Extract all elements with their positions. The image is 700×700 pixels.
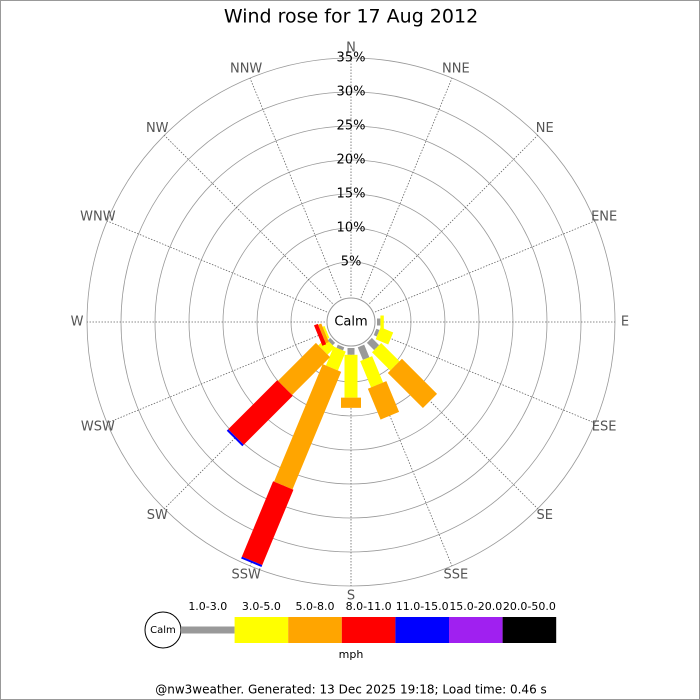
spoke xyxy=(360,77,453,299)
bar-segment xyxy=(372,343,400,371)
bar-segment xyxy=(325,346,346,371)
direction-label: W xyxy=(71,315,84,330)
legend-unit: mph xyxy=(339,648,364,661)
spoke xyxy=(249,77,342,299)
bar-segment xyxy=(241,556,263,567)
bar-segment xyxy=(336,344,345,351)
spoke xyxy=(374,220,596,313)
bar-segment xyxy=(228,380,293,445)
bar-segment xyxy=(327,337,336,346)
legend-swatch xyxy=(181,626,235,634)
direction-label: NE xyxy=(536,121,554,136)
bar-segment xyxy=(360,356,384,388)
r-tick-label: 20% xyxy=(337,153,366,168)
direction-label: WSW xyxy=(81,419,115,434)
bar-segment xyxy=(357,344,370,360)
legend-swatch xyxy=(341,617,396,643)
legend-swatch xyxy=(288,617,342,643)
legend-swatch xyxy=(395,617,449,643)
legend-swatch xyxy=(502,617,557,643)
bar-segment xyxy=(366,337,380,351)
grid-ring xyxy=(256,227,446,417)
direction-label: SW xyxy=(147,508,168,523)
direction-label: SSE xyxy=(443,568,468,583)
legend-label: 8.0-11.0 xyxy=(346,600,392,613)
legend-swatch xyxy=(449,617,503,643)
r-tick-label: 5% xyxy=(341,255,362,270)
bar-segment xyxy=(313,323,327,346)
direction-label: WNW xyxy=(80,210,116,225)
direction-label: ESE xyxy=(592,419,617,434)
bar-segment xyxy=(318,323,329,344)
spoke xyxy=(374,331,596,424)
bar-segment xyxy=(387,358,438,409)
bar-segment xyxy=(373,328,380,337)
calm-label: Calm xyxy=(334,315,367,330)
legend-label: 20.0-50.0 xyxy=(503,600,556,613)
spoke xyxy=(106,331,328,424)
direction-label: S xyxy=(347,589,355,604)
bar-segment xyxy=(241,481,294,566)
bar-segment xyxy=(226,429,244,447)
bar-segment xyxy=(274,364,342,490)
bar-segment xyxy=(380,315,384,329)
legend-label: 1.0-3.0 xyxy=(188,600,227,613)
bar-segment xyxy=(322,325,330,339)
direction-label: SSW xyxy=(231,568,261,583)
grid-ring xyxy=(154,125,548,519)
spoke xyxy=(369,135,538,304)
calm-circle xyxy=(326,297,376,347)
direction-label: NW xyxy=(146,121,169,136)
spoke xyxy=(106,220,328,313)
direction-label: ENE xyxy=(591,210,617,225)
spoke xyxy=(164,135,333,304)
bar-segment xyxy=(376,318,381,326)
direction-label: NNE xyxy=(442,61,470,76)
r-tick-label: 30% xyxy=(337,85,366,100)
bar-segment xyxy=(341,397,361,408)
legend-label: 3.0-5.0 xyxy=(242,600,281,613)
direction-label: SE xyxy=(537,508,553,523)
legend-calm-label: Calm xyxy=(150,625,176,636)
r-tick-label: 25% xyxy=(337,119,366,134)
direction-label: NNW xyxy=(230,61,262,76)
r-tick-label: 35% xyxy=(337,51,366,66)
legend-label: 11.0-15.0 xyxy=(396,600,449,613)
legend-swatch xyxy=(234,617,289,643)
chart-title: Wind rose for 17 Aug 2012 xyxy=(224,6,478,28)
bar-segment xyxy=(367,381,400,420)
footer: @nw3weather. Generated: 13 Dec 2025 19:1… xyxy=(155,683,547,697)
bar-segment xyxy=(347,348,355,355)
legend-label: 15.0-20.0 xyxy=(449,600,502,613)
r-tick-label: 10% xyxy=(337,221,366,236)
bar-segment xyxy=(344,354,358,398)
direction-label: N xyxy=(346,41,356,56)
bar-segment xyxy=(277,342,331,396)
r-tick-label: 15% xyxy=(337,187,366,202)
direction-label: E xyxy=(621,315,629,330)
bar-segment xyxy=(375,327,394,345)
legend-label: 5.0-8.0 xyxy=(296,600,335,613)
